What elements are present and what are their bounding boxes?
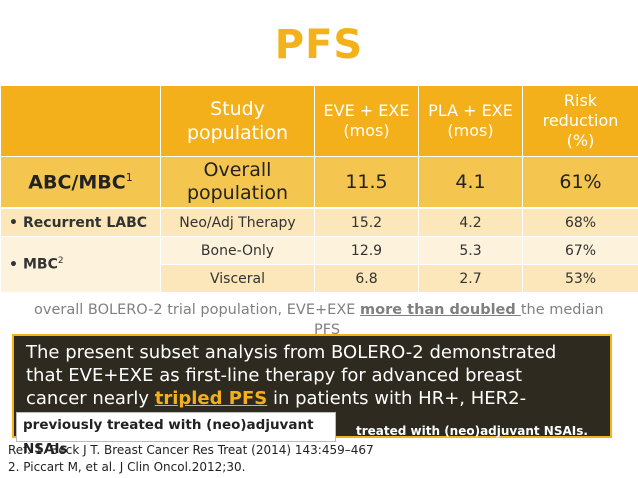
overlay-tail-text: treated with (neo)adjuvant NSAIs.	[356, 424, 588, 438]
table-row: • MBC2 Bone-Only 12.9 5.3 67%	[0, 236, 638, 293]
table-row: • Recurrent LABC Neo/Adj Therapy 15.2 4.2…	[0, 207, 638, 237]
cell-population: Overall population	[160, 156, 315, 209]
table-row-abc-mbc: ABC/MBC1 Overall population 11.5 4.1 61%	[0, 156, 638, 209]
cell-risk-reduction: 68%	[522, 207, 638, 237]
cell-pla-exe: 4.2	[418, 207, 523, 237]
reference-item: Ref: 1. Beck J T. Breast Cancer Res Trea…	[8, 443, 374, 457]
table-header-row: Study population EVE + EXE (mos) PLA + E…	[0, 85, 638, 157]
cell-population: Bone-Only	[160, 236, 315, 265]
cell-pla-exe: 4.1	[418, 156, 523, 209]
cell-risk-reduction: 61%	[522, 156, 638, 209]
cell-risk-reduction: 53%	[522, 264, 638, 293]
cell-eve-exe: 6.8	[314, 264, 419, 293]
header-pla-exe: PLA + EXE (mos)	[418, 85, 523, 157]
pfs-table: Study population EVE + EXE (mos) PLA + E…	[0, 85, 638, 293]
cell-pla-exe: 2.7	[418, 264, 523, 293]
cell-eve-exe: 15.2	[314, 207, 419, 237]
header-study-population: Study population	[160, 85, 315, 157]
header-risk-reduction: Risk reduction (%)	[522, 85, 638, 157]
background-summary-text: overall BOLERO-2 trial population, EVE+E…	[34, 302, 604, 338]
cell-population: Visceral	[160, 264, 315, 293]
cell-eve-exe: 11.5	[314, 156, 419, 209]
overlay-text: The present subset analysis from BOLERO-…	[26, 342, 557, 409]
highlight-tripled-pfs: tripled PFS	[154, 388, 268, 409]
cell-risk-reduction: 67%	[522, 236, 638, 265]
header-empty-cell	[0, 85, 161, 157]
highlight-more-than-doubled: more than doubled	[360, 302, 521, 318]
slide-title: PFS	[274, 22, 364, 68]
reference-item: 2. Piccart M, et al. J Clin Oncol.2012;3…	[8, 460, 246, 474]
tooltip-popup: previously treated with (neo)adjuvant NS…	[16, 412, 336, 457]
row-label-abc-mbc: ABC/MBC1	[0, 156, 161, 209]
cell-eve-exe: 12.9	[314, 236, 419, 265]
cell-population: Neo/Adj Therapy	[160, 207, 315, 237]
table-row: Visceral 6.8 2.7 53%	[1, 264, 638, 293]
references: Ref: 1. Beck J T. Breast Cancer Res Trea…	[8, 442, 374, 476]
row-label-recurrent-labc: • Recurrent LABC	[0, 207, 161, 237]
header-eve-exe: EVE + EXE (mos)	[314, 85, 419, 157]
row-label-mbc: • MBC2	[0, 236, 161, 293]
cell-pla-exe: 5.3	[418, 236, 523, 265]
